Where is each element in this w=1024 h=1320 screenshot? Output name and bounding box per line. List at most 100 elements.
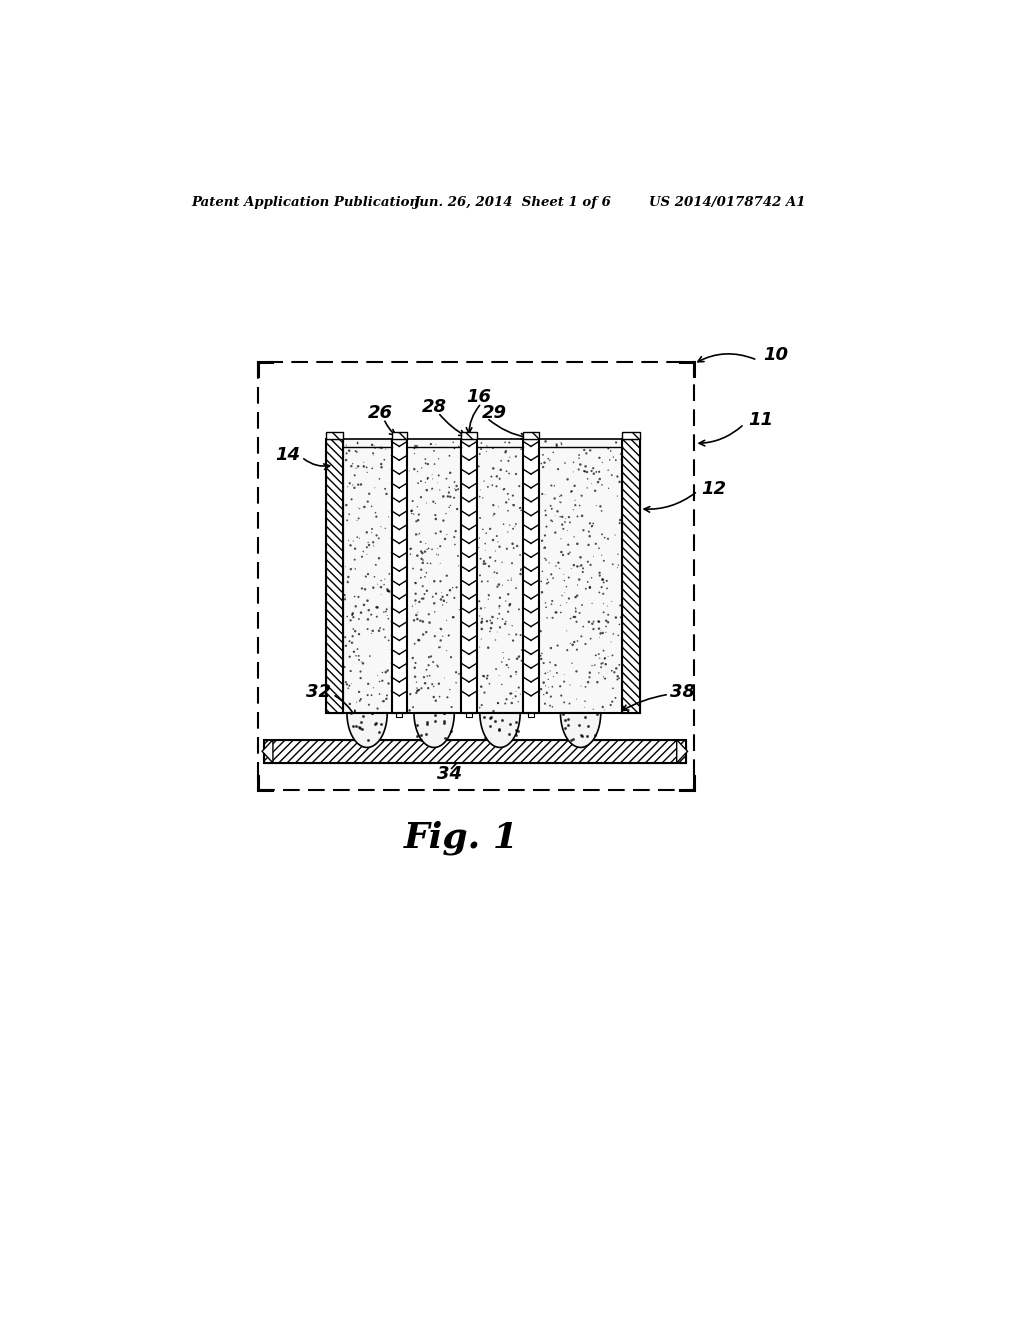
Point: [350, 717, 367, 738]
Point: [582, 577, 598, 598]
Point: [418, 723, 434, 744]
Bar: [407, 440, 461, 713]
Point: [407, 657, 423, 678]
Point: [496, 648, 512, 669]
Point: [427, 492, 443, 513]
Point: [503, 665, 519, 686]
Point: [540, 669, 556, 690]
Point: [404, 697, 421, 718]
Point: [568, 611, 585, 632]
Point: [582, 663, 598, 684]
Point: [435, 713, 452, 734]
Point: [588, 495, 604, 516]
Point: [509, 536, 525, 557]
Point: [586, 611, 602, 632]
Point: [473, 612, 489, 634]
Point: [534, 453, 550, 474]
Point: [408, 573, 424, 594]
Point: [352, 661, 369, 682]
Point: [450, 545, 466, 566]
Point: [589, 704, 605, 725]
Point: [367, 714, 383, 735]
Point: [535, 483, 551, 504]
Point: [594, 474, 610, 495]
Point: [358, 537, 375, 558]
Point: [432, 553, 449, 574]
Point: [424, 673, 440, 694]
Point: [428, 690, 444, 711]
Point: [414, 548, 430, 569]
Point: [346, 465, 362, 486]
Point: [494, 652, 510, 673]
Point: [472, 479, 488, 500]
Point: [508, 725, 524, 746]
Point: [338, 495, 354, 516]
Point: [413, 532, 429, 553]
Point: [578, 578, 594, 599]
Point: [502, 713, 518, 734]
Point: [372, 684, 388, 705]
Point: [339, 673, 355, 694]
Point: [596, 700, 612, 721]
Point: [543, 686, 559, 708]
Point: [343, 702, 359, 723]
Point: [446, 535, 463, 556]
Point: [409, 681, 425, 702]
Point: [552, 558, 568, 579]
Point: [438, 524, 455, 545]
Point: [505, 519, 521, 540]
Point: [487, 710, 504, 731]
Point: [427, 504, 443, 525]
Point: [440, 626, 457, 647]
Point: [471, 455, 487, 477]
Point: [535, 561, 551, 582]
Point: [498, 441, 514, 462]
Point: [497, 432, 513, 453]
Point: [490, 574, 507, 595]
Point: [609, 669, 626, 690]
Point: [537, 453, 553, 474]
Point: [563, 480, 580, 502]
Point: [513, 639, 529, 660]
Bar: [391, 432, 407, 440]
Point: [557, 709, 573, 730]
Point: [341, 675, 357, 696]
Point: [364, 685, 380, 706]
Point: [426, 686, 442, 708]
Point: [338, 556, 354, 577]
Point: [489, 609, 506, 630]
Point: [359, 729, 376, 750]
Point: [487, 540, 504, 561]
Point: [591, 644, 607, 665]
Point: [407, 438, 423, 459]
Point: [408, 594, 424, 615]
Point: [359, 619, 376, 640]
Point: [444, 607, 461, 628]
Point: [504, 693, 520, 714]
Point: [411, 504, 427, 525]
Point: [471, 590, 487, 611]
Point: [373, 583, 389, 605]
Point: [498, 611, 514, 632]
Point: [596, 572, 612, 593]
Point: [373, 516, 389, 537]
Point: [360, 694, 377, 715]
Point: [565, 499, 582, 520]
Point: [411, 680, 427, 701]
Point: [446, 471, 463, 492]
Point: [558, 576, 574, 597]
Point: [534, 570, 550, 591]
Point: [552, 676, 568, 697]
Point: [484, 606, 501, 627]
Point: [349, 432, 366, 453]
Text: Fig. 1: Fig. 1: [403, 821, 519, 855]
Point: [494, 709, 510, 730]
Point: [374, 661, 390, 682]
Point: [511, 645, 527, 667]
Point: [359, 462, 376, 483]
Point: [418, 622, 434, 643]
Point: [355, 451, 372, 473]
Point: [553, 602, 569, 623]
Point: [378, 483, 394, 504]
Point: [502, 515, 518, 536]
